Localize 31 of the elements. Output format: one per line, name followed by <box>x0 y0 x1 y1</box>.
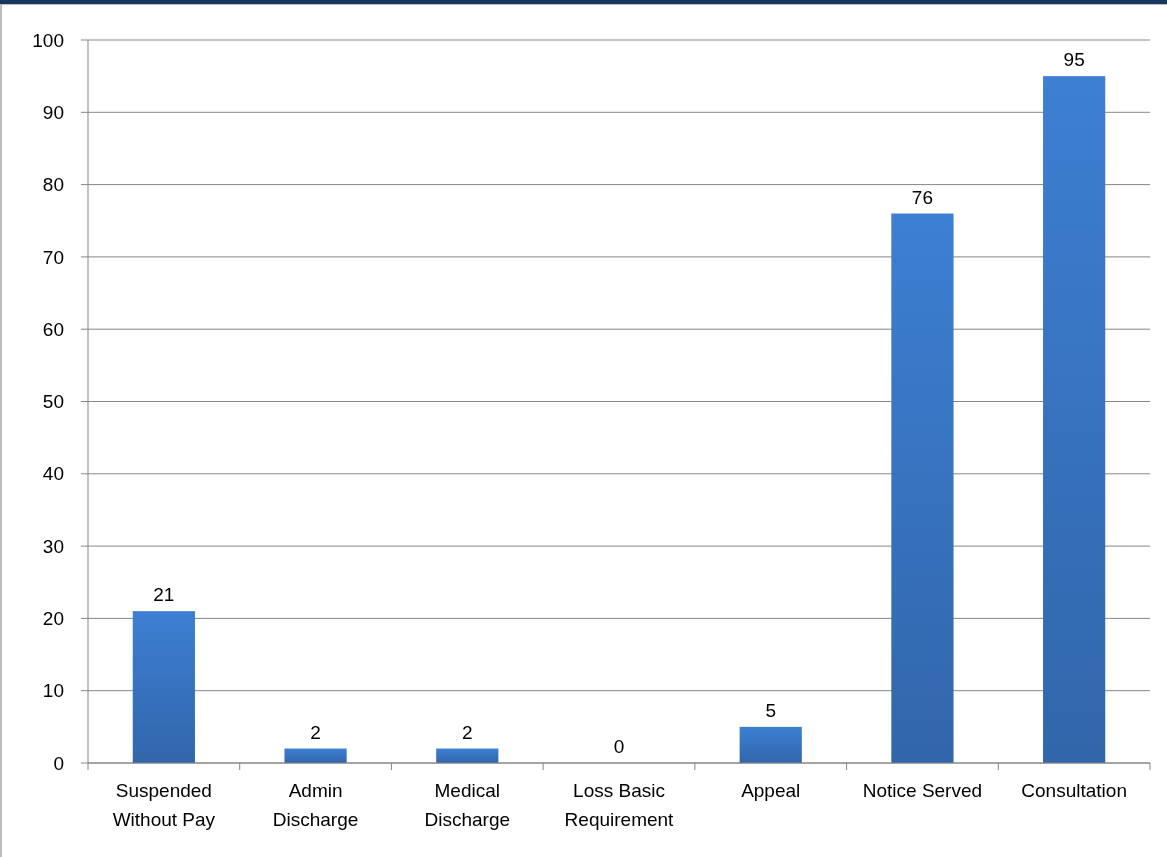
x-tick-label: Loss Basic Requirement <box>564 780 675 830</box>
x-tick-label: Admin Discharge <box>272 780 359 830</box>
data-label: 0 <box>613 736 625 757</box>
bar <box>436 748 499 763</box>
bar <box>284 748 347 763</box>
data-label: 76 <box>911 186 933 208</box>
data-label: 2 <box>462 721 473 743</box>
y-tick-label: 50 <box>42 391 64 413</box>
data-label: 5 <box>765 699 776 721</box>
y-tick-label: 70 <box>42 246 64 268</box>
y-tick-label: 60 <box>42 318 64 340</box>
bar <box>891 213 954 763</box>
x-tick-label: Consultation <box>1021 780 1127 801</box>
y-tick-label: 10 <box>42 680 64 702</box>
data-label: 2 <box>310 721 321 743</box>
x-tick-label: Appeal <box>741 780 801 801</box>
x-tick-label: Medical Discharge <box>424 780 511 830</box>
y-tick-label: 80 <box>42 174 64 196</box>
y-tick-label: 0 <box>53 752 64 774</box>
data-label: 21 <box>153 584 175 606</box>
bar <box>132 611 195 763</box>
x-tick-label: Suspended Without Pay <box>112 780 216 830</box>
y-tick-label: 20 <box>42 608 64 630</box>
x-tick-label: Notice Served <box>862 780 983 801</box>
y-tick-label: 30 <box>42 535 64 557</box>
y-tick-label: 100 <box>32 29 64 51</box>
y-tick-label: 40 <box>42 463 64 485</box>
bar <box>1043 76 1106 763</box>
data-label: 95 <box>1063 49 1085 71</box>
y-tick-label: 90 <box>42 101 64 123</box>
bar <box>739 726 802 763</box>
